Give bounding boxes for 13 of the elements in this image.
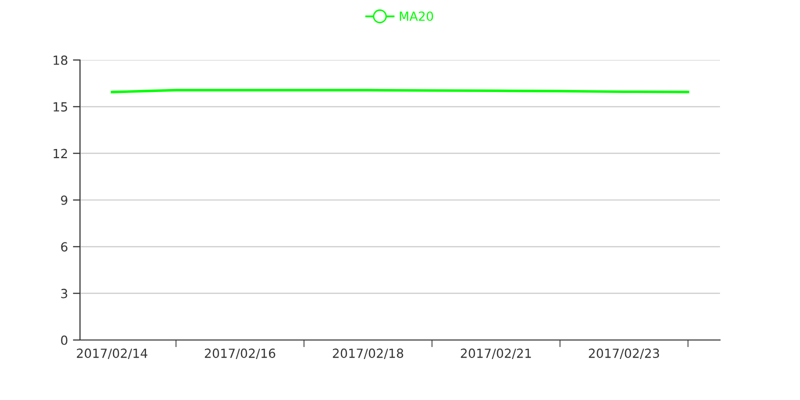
x-tick-label: 2017/02/21 bbox=[460, 348, 531, 359]
x-tick-label: 2017/02/14 bbox=[76, 348, 148, 359]
legend-label: MA20 bbox=[400, 11, 434, 21]
y-tick-label: 18 bbox=[54, 55, 68, 65]
y-tick-label: 15 bbox=[54, 102, 68, 112]
y-tick-label: 12 bbox=[54, 148, 67, 158]
x-tick-label: 2017/02/23 bbox=[588, 348, 660, 359]
x-tick-label: 2017/02/16 bbox=[204, 348, 276, 359]
y-tick-label: 0 bbox=[61, 335, 68, 345]
y-tick-label: 6 bbox=[61, 242, 68, 252]
x-tick-label: 2017/02/18 bbox=[332, 348, 404, 359]
y-tick-label: 9 bbox=[61, 195, 68, 205]
y-tick-label: 3 bbox=[61, 288, 68, 298]
